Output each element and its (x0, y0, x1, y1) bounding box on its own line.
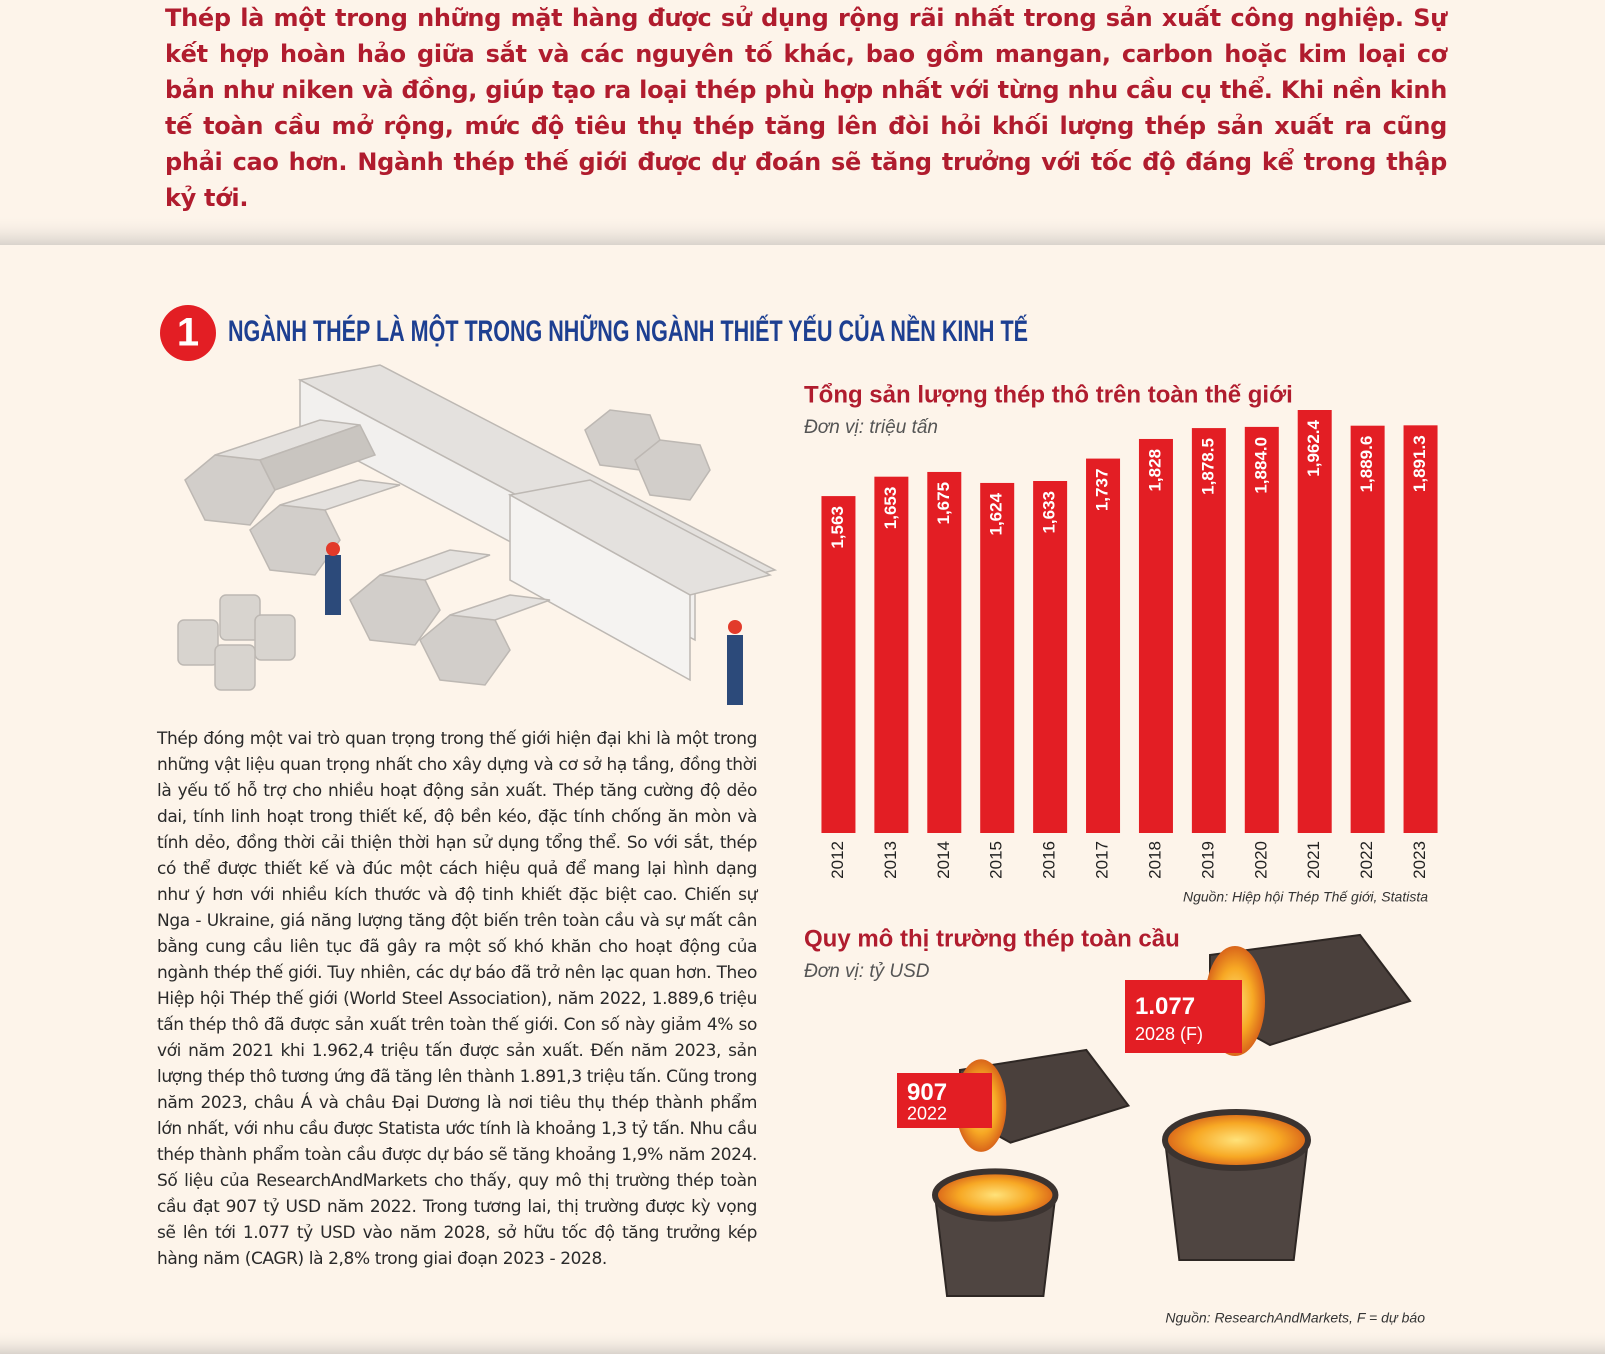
x-tick-label: 2023 (1410, 841, 1429, 879)
bar (1297, 410, 1332, 833)
x-tick-label: 2019 (1198, 841, 1217, 879)
x-tick-label: 2013 (881, 841, 900, 879)
x-tick-label: 2012 (828, 841, 847, 879)
ladle-group: 1.077 2028 (F) (1125, 933, 1412, 1261)
value-label: 1,962.4 (1304, 419, 1323, 476)
value-box (897, 1073, 992, 1128)
value-label: 1,563 (828, 506, 847, 549)
bar (1403, 425, 1438, 833)
x-tick-label: 2016 (1040, 841, 1059, 879)
value-label: 1,889.6 (1357, 436, 1376, 493)
bar (1350, 425, 1385, 833)
section-number: 1 (177, 311, 199, 355)
x-tick-label: 2017 (1093, 841, 1112, 879)
source-note: Nguồn: Hiệp hội Thép Thế giới, Statista (1183, 889, 1428, 905)
bar (1138, 438, 1173, 833)
value-label: 1,624 (987, 492, 1006, 535)
bar (927, 471, 962, 833)
bar (980, 482, 1015, 833)
chart-subtitle: Đơn vị: tỷ USD (804, 961, 930, 982)
separator (0, 215, 1605, 245)
bar (821, 496, 856, 833)
value-label: 1,633 (1040, 491, 1059, 534)
value-box (1125, 980, 1242, 1053)
x-tick-label: 2014 (934, 841, 953, 879)
bar (1191, 428, 1226, 833)
value-label: 1,884.0 (1251, 437, 1270, 494)
category-label: 2022 (907, 1104, 947, 1124)
chart-title: Quy mô thị trường thép toàn cầu (804, 925, 1180, 952)
bar (874, 476, 909, 833)
x-tick-label: 2018 (1145, 841, 1164, 879)
value-label: 1,828 (1145, 449, 1164, 492)
crucible-top (932, 1168, 1059, 1222)
intro-paragraph: Thép là một trong những mặt hàng được sử… (165, 4, 1447, 212)
value-label: 1,675 (934, 482, 953, 525)
x-tick-label: 2020 (1251, 841, 1270, 879)
bar (1244, 426, 1279, 833)
chart-title: Tổng sản lượng thép thô trên toàn thế gi… (804, 381, 1293, 408)
steel-illustration (177, 364, 778, 705)
separator (0, 1330, 1605, 1354)
value-label: 1.077 (1135, 993, 1195, 1020)
crucible-top (1162, 1109, 1311, 1171)
value-label: 1,737 (1093, 469, 1112, 512)
section-badge (160, 305, 216, 361)
section-title: NGÀNH THÉP LÀ MỘT TRONG NHỮNG NGÀNH THIẾ… (228, 314, 1028, 348)
x-tick-label: 2022 (1357, 841, 1376, 879)
value-label: 907 (907, 1079, 947, 1106)
category-label: 2028 (F) (1135, 1024, 1203, 1044)
source-note: Nguồn: ResearchAndMarkets, F = dự báo (1165, 1310, 1425, 1326)
chart-subtitle: Đơn vị: triệu tấn (804, 417, 938, 438)
x-tick-label: 2015 (987, 841, 1006, 879)
value-label: 1,653 (881, 487, 900, 530)
value-label: 1,891.3 (1410, 435, 1429, 492)
value-label: 1,878.5 (1198, 438, 1217, 495)
x-tick-label: 2021 (1304, 841, 1323, 879)
body-paragraph: Thép đóng một vai trò quan trọng trong t… (157, 729, 757, 1269)
bar (1086, 458, 1121, 833)
bar (1033, 481, 1068, 833)
